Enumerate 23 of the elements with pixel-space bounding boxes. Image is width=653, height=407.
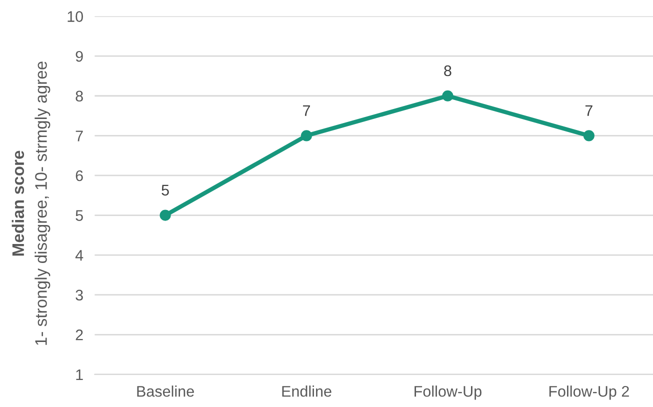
y-tick-label: 1 <box>76 369 83 380</box>
y-tick-label: 8 <box>76 90 83 102</box>
data-label: 7 <box>585 105 592 116</box>
point <box>442 90 454 102</box>
x-tick-label: Follow-Up 2 <box>549 386 629 400</box>
y-tick-label: 7 <box>76 130 83 142</box>
y-tick-label: 4 <box>75 250 84 261</box>
y-tick-label: 2 <box>76 330 83 340</box>
point <box>300 130 312 142</box>
x-tick-label: Follow-Up <box>414 386 482 400</box>
y-tick-label: 10 <box>68 11 83 22</box>
y-tick-label: 5 <box>76 210 83 221</box>
data-label: 7 <box>303 105 310 116</box>
x-tick-label: Endline <box>282 386 332 397</box>
x-tick-label: Baseline <box>137 386 194 397</box>
point <box>583 130 594 142</box>
data-label: 8 <box>444 65 452 76</box>
y-tick-label: 6 <box>76 170 83 182</box>
y-axis-title: Median score 1- strongly disagree, 10- strmgly agree <box>12 62 50 345</box>
y-tick-label: 9 <box>76 50 83 62</box>
data-label: 5 <box>162 184 169 196</box>
y-tick-label: 3 <box>76 290 83 301</box>
point <box>160 210 171 221</box>
